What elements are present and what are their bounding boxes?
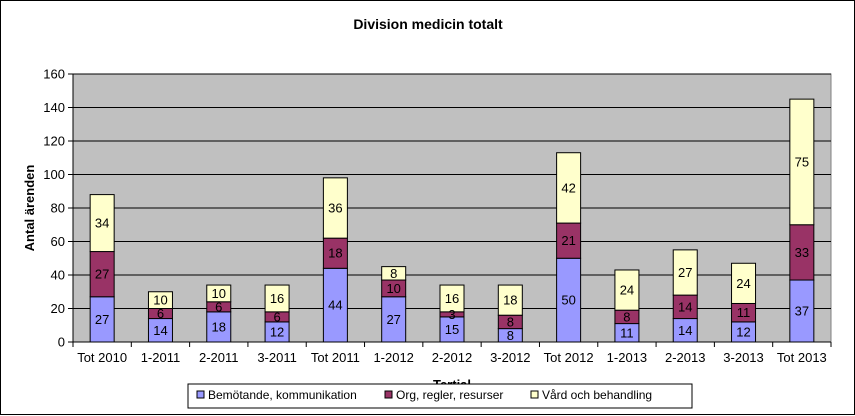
data-label: 21 [561,233,575,248]
bar-segment [89,251,115,298]
data-label: 37 [795,304,809,319]
x-tick-label: 3-2011 [257,350,297,365]
bar-segment [556,257,582,343]
x-tick-label: 1-2013 [607,350,647,365]
bar-segment [556,152,582,224]
data-label: 27 [95,267,109,282]
data-label: 11 [737,305,751,320]
y-tick-label: 0 [58,335,65,350]
data-label: 8 [390,266,397,281]
data-label: 18 [503,293,517,308]
data-label: 8 [507,328,514,343]
bar-segment [147,291,173,309]
bar-segment [672,249,698,296]
data-label: 6 [157,306,164,321]
data-label: 10 [153,293,167,308]
data-label: 12 [270,324,284,339]
bar-segment [439,284,465,313]
y-tick-label: 140 [43,100,65,115]
bar-segment [789,98,815,226]
bars [89,98,815,343]
y-tick-label: 80 [51,201,65,216]
data-label: 33 [795,245,809,260]
data-label: 11 [620,325,634,340]
chart-title: Division medicin totalt [353,16,503,32]
legend-swatch [384,390,393,399]
data-label: 44 [328,298,342,313]
data-label: 75 [795,154,809,169]
bar-segment [731,262,757,304]
data-label: 15 [445,322,459,337]
bar-segment [322,237,348,269]
bar-segment [264,284,290,313]
data-label: 14 [153,323,167,338]
bar-segment [614,269,640,311]
bar-segment [322,177,348,239]
data-label: 18 [328,246,342,261]
data-label: 18 [212,319,226,334]
y-tick-label: 100 [43,167,65,182]
y-tick-label: 160 [43,67,65,82]
x-tick-label: 2-2012 [432,350,472,365]
data-label: 16 [445,291,459,306]
x-tick-label: 3-2013 [723,350,763,365]
x-tick-label: Tot 2012 [544,350,594,365]
data-label: 6 [215,299,222,314]
x-tick-label: 1-2011 [141,350,181,365]
data-label: 36 [328,201,342,216]
data-label: 6 [273,309,280,324]
data-label: 24 [620,283,634,298]
bar-segment [89,194,115,253]
legend-swatch [530,390,539,399]
data-label: 12 [736,324,750,339]
x-tick-label: Tot 2013 [777,350,827,365]
y-tick-label: 120 [43,134,65,149]
data-label: 42 [561,180,575,195]
y-axis-title: Antal ärenden [22,165,37,252]
data-label: 14 [678,323,692,338]
data-label: 27 [386,312,400,327]
legend-swatch [196,390,205,399]
x-tick-label: 3-2012 [490,350,530,365]
data-label: 27 [678,265,692,280]
data-label: 10 [386,281,400,296]
data-label: 24 [736,276,750,291]
bar-segment [206,311,232,343]
bar-segment [439,316,465,343]
data-label: 8 [623,309,630,324]
y-tick-label: 40 [51,268,65,283]
bar-segment [497,284,523,316]
x-tick-label: Tot 2011 [311,350,360,365]
x-tick-label: 1-2012 [373,350,413,365]
bar-segment [206,284,232,303]
data-label: 27 [95,312,109,327]
data-label: 8 [507,314,514,329]
axes: 0 20 40 60 80 100 120 140 160 Tot 2010 1-2011 2-201… [43,67,832,365]
y-tick-label: 20 [51,301,65,316]
legend: Bemötande, kommunikation Org, regler, res… [187,383,693,409]
bar-segment [322,267,348,343]
data-label: 10 [212,286,226,301]
data-label: 3 [448,307,455,322]
x-tick-label: 2-2011 [199,350,239,365]
legend-label: Vård och behandling [542,388,652,402]
data-label: 14 [678,299,692,314]
data-label: 50 [561,293,575,308]
x-tick-label: 2-2013 [665,350,705,365]
x-tick-label: Tot 2010 [77,350,127,365]
grid-lines [73,73,831,309]
legend-label: Org, regler, resurser [396,388,503,402]
legend-label: Bemötande, kommunikation [208,388,357,402]
bar-segment [381,266,407,281]
data-label: 34 [95,216,109,231]
legend-box [187,383,693,409]
y-tick-label: 60 [51,234,65,249]
bar-segment [789,279,815,343]
data-label: 16 [270,291,284,306]
